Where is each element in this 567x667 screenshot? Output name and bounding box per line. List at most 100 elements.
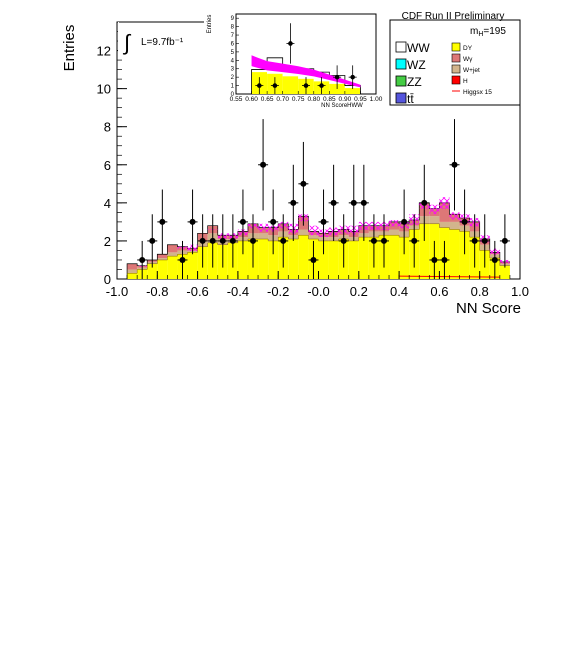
data-point-10 xyxy=(237,189,248,255)
data-point-29 xyxy=(429,240,440,279)
data-point-6 xyxy=(197,214,208,268)
inset-y-tick-label-9: 9 xyxy=(231,16,235,22)
x-tick-label-10: 1.0 xyxy=(511,284,529,299)
data-point-4 xyxy=(177,240,188,279)
inset-y-tick-label-0: 0 xyxy=(231,92,235,98)
inset-data-point-1 xyxy=(270,77,279,94)
bar-dy-11 xyxy=(237,240,248,279)
data-point-19 xyxy=(328,164,339,241)
x-tick-label-7: 0.4 xyxy=(390,284,408,299)
inset-x-tick-label-8: 0.95 xyxy=(354,96,367,103)
data-point-18 xyxy=(318,189,329,255)
legend-label-zz: ZZ xyxy=(407,75,422,89)
x-tick-label-1: -0.8 xyxy=(146,284,168,299)
bar-wjet-0 xyxy=(127,269,138,274)
data-point-30 xyxy=(439,240,450,279)
inset-x-tick-label-3: 0.70 xyxy=(276,96,289,103)
y-tick-label-1: 2 xyxy=(104,234,111,249)
bar-dy-4 xyxy=(167,256,178,279)
bar-dy-6 xyxy=(187,252,198,279)
data-point-20 xyxy=(338,214,349,268)
signal-hatch-13 xyxy=(258,223,269,232)
data-point-21 xyxy=(348,164,359,241)
legend: CDF Run II Preliminary mH=195 WWWZZZtt̄ … xyxy=(389,11,521,106)
inset-y-tick-label-5: 5 xyxy=(231,50,235,56)
inset-y-tick-label-6: 6 xyxy=(231,41,235,47)
bar-wjet-17 xyxy=(298,229,309,236)
bar-wjet-4 xyxy=(167,252,178,257)
bar-dy-2 xyxy=(147,263,158,279)
data-point-17 xyxy=(308,240,319,279)
data-point-0 xyxy=(137,240,148,279)
inset-x-tick-label-4: 0.75 xyxy=(292,96,305,103)
y-tick-label-2: 4 xyxy=(104,196,111,211)
data-point-31 xyxy=(449,119,460,211)
data-point-1 xyxy=(147,214,158,268)
bar-wjet-26 xyxy=(389,229,400,236)
inset-x-tick-label-0: 0.55 xyxy=(230,96,243,103)
inset-dy-bar-5 xyxy=(329,83,345,94)
data-point-16 xyxy=(298,141,309,226)
bar-dy-19 xyxy=(318,240,329,279)
bar-wjet-30 xyxy=(429,216,440,224)
bar-wjet-18 xyxy=(308,235,319,240)
legend-swatch-tt xyxy=(395,92,407,104)
data-point-32 xyxy=(459,189,470,255)
data-point-33 xyxy=(469,214,480,268)
legend-right-column: DY Wγ W+jet H Higgsx 15 xyxy=(451,42,492,96)
inset-y-label: Entries xyxy=(207,15,213,34)
bar-dy-0 xyxy=(127,273,138,279)
x-tick-label-2: -0.6 xyxy=(186,284,208,299)
y-axis-label: Entries xyxy=(61,25,78,72)
bar-dy-3 xyxy=(157,259,168,279)
x-tick-label-8: 0.6 xyxy=(430,284,448,299)
bar-dy-22 xyxy=(348,240,359,279)
bar-w-4 xyxy=(167,244,178,253)
bar-dy-23 xyxy=(358,237,369,279)
data-point-27 xyxy=(409,214,420,268)
inset-x-tick-label-5: 0.80 xyxy=(307,96,320,103)
bar-dy-32 xyxy=(449,229,460,279)
inset-y-tick-label-4: 4 xyxy=(231,58,235,64)
luminosity-annotation: ∫ L=9.7fb⁻¹ xyxy=(118,21,194,58)
data-point-22 xyxy=(358,164,369,241)
signal-hatch-31 xyxy=(439,197,450,209)
data-point-15 xyxy=(288,164,299,241)
experiment-label: CDF Run II Preliminary xyxy=(402,11,505,22)
y-tick-label-4: 8 xyxy=(104,120,111,135)
bar-dy-17 xyxy=(298,235,309,279)
bar-dy-37 xyxy=(499,265,510,279)
inset-data-point-6 xyxy=(348,65,357,89)
data-point-28 xyxy=(419,164,430,241)
inset-data-point-0 xyxy=(255,77,264,94)
inset-plot: 0.55 0.60 0.65 0.70 0.75 0.80 0.85 0.90 0.95 1.00… xyxy=(204,8,390,109)
data-point-7 xyxy=(207,214,218,268)
inset-y-tick-label-7: 7 xyxy=(231,33,235,39)
x-axis-label: NN Score xyxy=(456,300,521,317)
inset-data-point-2 xyxy=(286,23,295,64)
x-tick-label-4: -0.2 xyxy=(267,284,289,299)
data-point-13 xyxy=(268,189,279,255)
y-tick-label-6: 12 xyxy=(97,44,111,59)
legend-swatch-wz xyxy=(395,58,407,70)
legend-swatch-wjet xyxy=(451,64,461,74)
luminosity-text: L=9.7fb⁻¹ xyxy=(141,37,184,48)
data-point-2 xyxy=(157,189,168,255)
data-point-11 xyxy=(248,214,259,268)
inset-dy-bar-6 xyxy=(344,88,361,94)
data-point-36 xyxy=(499,214,510,268)
inset-y-tick-label-8: 8 xyxy=(231,25,235,31)
data-point-14 xyxy=(278,214,289,268)
legend-label-dy: DY xyxy=(463,45,473,52)
x-tick-label-3: -0.4 xyxy=(227,284,249,299)
bar-dy-29 xyxy=(419,223,430,279)
x-tick-label-9: 0.8 xyxy=(471,284,489,299)
data-point-24 xyxy=(378,214,389,268)
legend-label-wjet: W+jet xyxy=(463,67,480,74)
inset-y-tick-label-3: 3 xyxy=(231,67,235,73)
bar-w-0 xyxy=(127,263,138,270)
bar-wjet-32 xyxy=(449,221,460,230)
inset-data-points xyxy=(255,23,357,94)
mass-label: mH=195 xyxy=(470,26,506,38)
